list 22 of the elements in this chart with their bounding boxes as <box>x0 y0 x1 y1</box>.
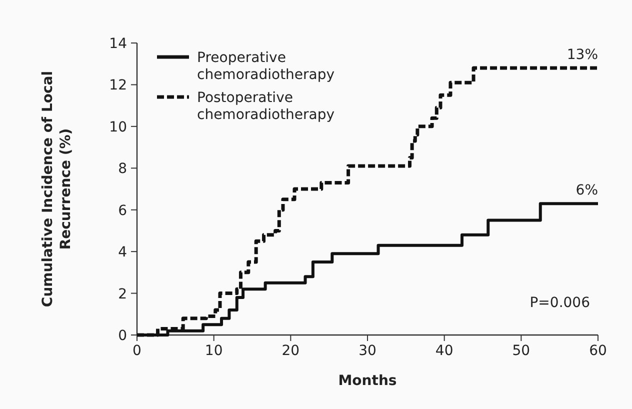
y-tick-label: 4 <box>118 244 128 261</box>
annotation: 6% <box>576 182 598 199</box>
y-tick-label: 10 <box>109 119 127 136</box>
y-tick-label: 8 <box>118 161 127 178</box>
x-tick-label: 10 <box>204 343 223 359</box>
y-tick-label: 14 <box>109 36 128 52</box>
y-tick-label: 0 <box>118 328 127 344</box>
x-tick-label: 20 <box>282 343 300 359</box>
annotation: 13% <box>566 47 598 64</box>
x-tick-label: 40 <box>435 343 454 359</box>
y-axis-title: Cumulative Incidence of Local Recurrence (%) <box>40 70 74 308</box>
y-tick-label: 12 <box>109 78 127 94</box>
x-tick-label: 50 <box>512 343 530 359</box>
y-tick-label: 6 <box>118 202 128 219</box>
x-tick-label: 60 <box>589 343 607 359</box>
x-tick-label: 0 <box>132 343 142 359</box>
x-axis-title: Months <box>338 373 397 389</box>
legend-label: Postoperative chemoradiotherapy <box>197 90 335 123</box>
x-tick-label: 30 <box>358 343 376 359</box>
y-tick-label: 2 <box>118 286 127 302</box>
legend-label: Preoperative chemoradiotherapy <box>197 50 335 83</box>
annotation: P=0.006 <box>530 295 590 311</box>
